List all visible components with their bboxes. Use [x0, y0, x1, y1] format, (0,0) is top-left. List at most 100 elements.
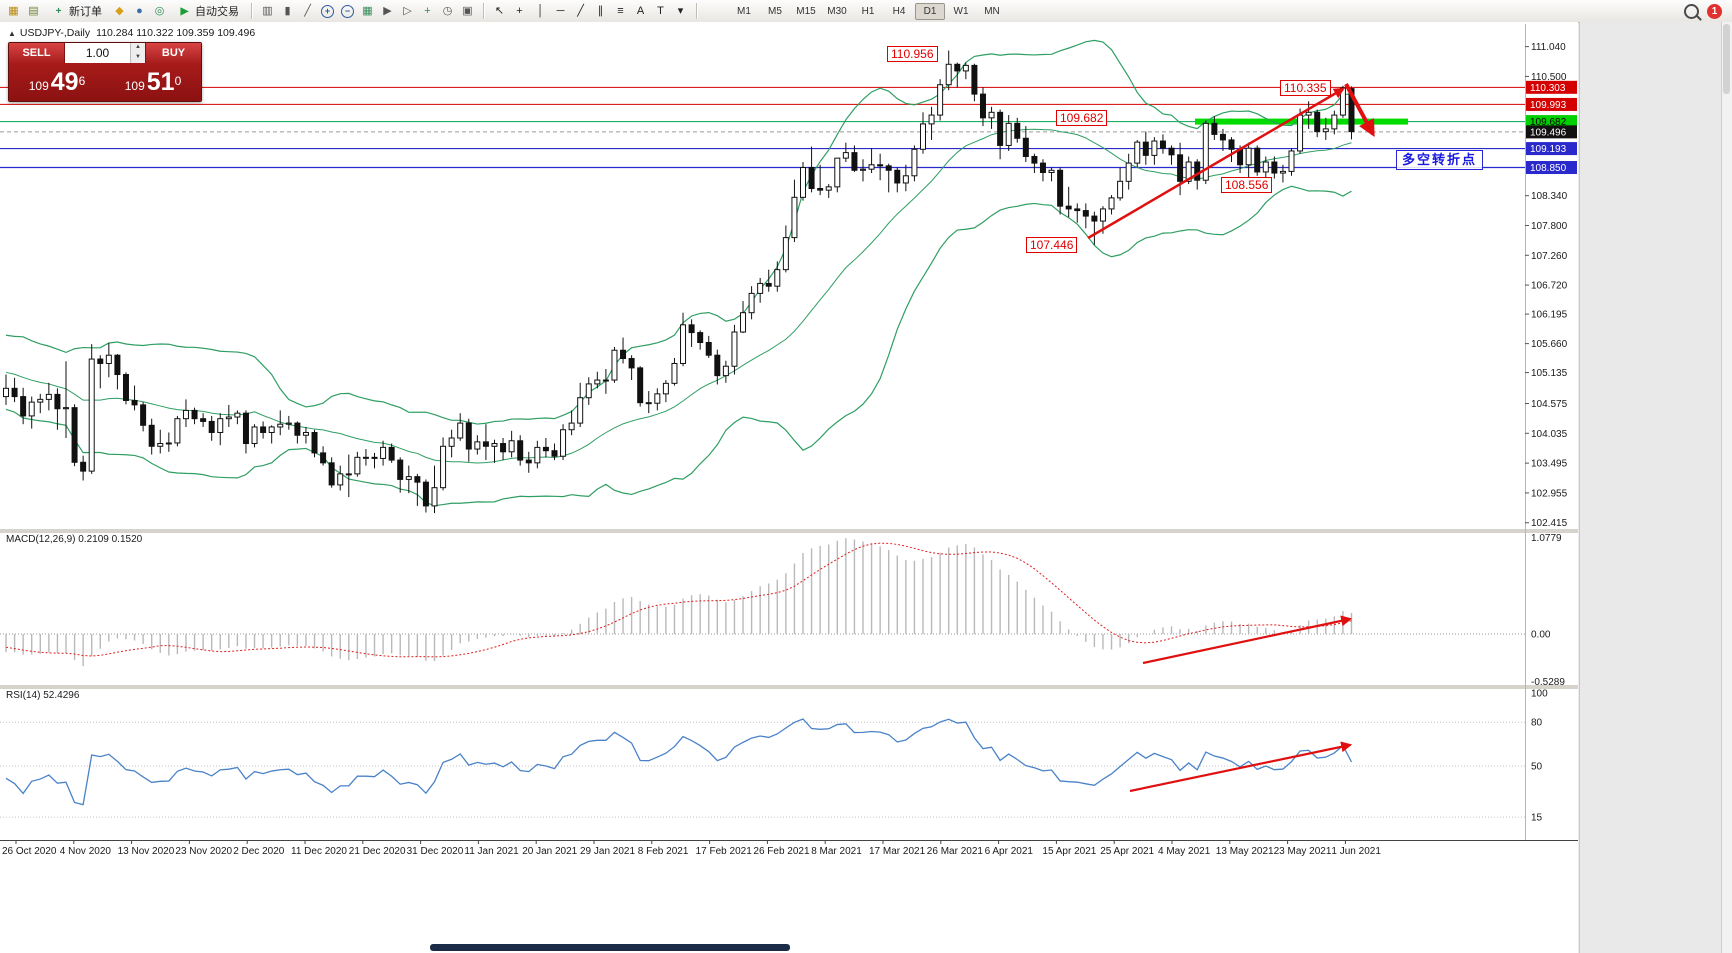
svg-text:110.500: 110.500: [1531, 72, 1567, 83]
svg-text:104.035: 104.035: [1531, 429, 1568, 440]
label-icon[interactable]: T: [657, 4, 664, 17]
svg-text:107.800: 107.800: [1531, 221, 1568, 232]
timeframe-h1[interactable]: H1: [861, 5, 875, 17]
toolbar-group-chart: ▥ ▮ ╱ + − ▦ ▶ ▷ + ◷ ▣: [258, 2, 477, 21]
svg-text:109.682: 109.682: [1530, 117, 1567, 128]
timeframe-toolbar: M1 M5 M15 M30 H1 H4 D1 W1 MN: [729, 2, 1007, 20]
trendline-icon[interactable]: ╱: [577, 4, 584, 17]
timeframe-mn[interactable]: MN: [984, 5, 1000, 17]
timeframe-m30[interactable]: M30: [827, 5, 847, 17]
timeframe-w1[interactable]: W1: [953, 5, 969, 17]
crosshair-icon[interactable]: +: [516, 4, 523, 17]
tile-windows-icon[interactable]: ▦: [362, 4, 373, 17]
price-annotation-label[interactable]: 108.556: [1221, 177, 1273, 193]
svg-text:15 Apr 2021: 15 Apr 2021: [1042, 846, 1096, 857]
buy-button[interactable]: BUY: [146, 43, 201, 63]
expert-advisors-icon[interactable]: ◆: [115, 4, 124, 17]
periods-icon[interactable]: ◷: [442, 4, 453, 17]
buy-price[interactable]: 109 51 0: [105, 63, 201, 101]
price-annotation-label[interactable]: 109.682: [1056, 110, 1108, 126]
buy-price-prefix: 109: [124, 79, 145, 93]
templates-icon[interactable]: ▣: [462, 4, 473, 17]
refresh-icon[interactable]: ◎: [154, 4, 165, 17]
svg-text:102.415: 102.415: [1531, 518, 1568, 529]
new-order-icon: +: [55, 5, 62, 17]
sell-price[interactable]: 109 49 6: [9, 63, 105, 101]
sell-button[interactable]: SELL: [9, 43, 64, 63]
timeframe-m1[interactable]: M1: [737, 5, 751, 17]
chart-canvas[interactable]: 111.040 110.500 108.340 107.800 107.260 106.7…: [0, 22, 1578, 953]
channel-icon[interactable]: ∥: [597, 4, 604, 17]
toolbar-group-file: ▦ ▤: [4, 2, 43, 21]
notification-badge[interactable]: 1: [1707, 3, 1722, 19]
sell-price-pip: 6: [78, 74, 86, 88]
svg-text:29 Jan 2021: 29 Jan 2021: [580, 846, 635, 857]
zoom-in-icon[interactable]: +: [321, 4, 334, 18]
chart-area[interactable]: 111.040 110.500 108.340 107.800 107.260 106.7…: [0, 22, 1578, 953]
line-chart-icon[interactable]: ╱: [304, 4, 311, 17]
indicators-icon[interactable]: +: [424, 4, 431, 17]
market-icon[interactable]: ●: [136, 4, 143, 17]
trend-arrow[interactable]: [1087, 87, 1345, 240]
zoom-out-icon[interactable]: −: [341, 4, 354, 18]
bar-chart-icon[interactable]: ▥: [262, 4, 273, 17]
trend-arrow[interactable]: [1142, 615, 1353, 665]
svg-text:108.340: 108.340: [1531, 191, 1568, 202]
chart-collapse-icon[interactable]: ▲: [8, 29, 16, 38]
candlestick-chart-icon[interactable]: ▮: [284, 4, 291, 17]
svg-text:21 Dec 2020: 21 Dec 2020: [349, 846, 406, 857]
auto-trading-button[interactable]: ▶ 自动交易: [171, 2, 245, 21]
volume-value[interactable]: 1.00: [85, 46, 110, 60]
svg-text:106.720: 106.720: [1531, 281, 1568, 292]
svg-text:80: 80: [1531, 718, 1543, 729]
timeframe-m15[interactable]: M15: [796, 5, 816, 17]
volume-up-icon[interactable]: ▲: [131, 43, 145, 53]
vertical-scrollbar[interactable]: [1721, 22, 1732, 953]
svg-text:17 Feb 2021: 17 Feb 2021: [696, 846, 753, 857]
vertical-scrollbar-thumb[interactable]: [1723, 24, 1730, 94]
main-price-panel: [0, 39, 1525, 514]
trend-arrow[interactable]: [1129, 741, 1353, 793]
profiles-icon[interactable]: ▤: [28, 4, 39, 17]
svg-text:111.040: 111.040: [1531, 42, 1566, 53]
svg-text:103.495: 103.495: [1531, 459, 1568, 470]
chart-shift-icon[interactable]: ▷: [403, 4, 412, 17]
fibonacci-icon[interactable]: ≡: [617, 4, 624, 17]
ohlc-values: 110.284 110.322 109.359 109.496: [96, 27, 256, 39]
buy-price-pip: 0: [174, 74, 182, 88]
trend-arrow[interactable]: [1344, 83, 1375, 137]
timeframe-h4[interactable]: H4: [892, 5, 906, 17]
search-icon[interactable]: [1684, 3, 1699, 19]
toolbar-group-objects: │ ─ ╱ ∥ ≡ A T ▾: [531, 2, 690, 21]
volume-field[interactable]: 1.00 ▲ ▼: [64, 43, 146, 63]
svg-text:31 Dec 2020: 31 Dec 2020: [407, 846, 464, 857]
svg-text:107.260: 107.260: [1531, 251, 1568, 262]
svg-text:109.993: 109.993: [1530, 100, 1567, 111]
auto-scroll-icon[interactable]: ▶: [383, 4, 392, 17]
svg-text:25 Apr 2021: 25 Apr 2021: [1100, 846, 1154, 857]
toolbar-group-cursor: ↖ +: [490, 2, 529, 21]
cursor-icon[interactable]: ↖: [494, 4, 505, 17]
arrows-icon[interactable]: ▾: [677, 4, 684, 17]
timeframe-d1[interactable]: D1: [915, 2, 945, 20]
volume-stepper[interactable]: ▲ ▼: [130, 43, 145, 63]
volume-down-icon[interactable]: ▼: [131, 53, 145, 63]
svg-text:105.135: 105.135: [1531, 368, 1568, 379]
svg-text:17 Mar 2021: 17 Mar 2021: [869, 846, 926, 857]
text-icon[interactable]: A: [636, 4, 645, 17]
horizontal-scrollbar-thumb[interactable]: [430, 944, 790, 951]
timeframe-m5[interactable]: M5: [768, 5, 782, 17]
new-order-button[interactable]: + 新订单: [45, 2, 108, 21]
vertical-line-icon[interactable]: │: [537, 4, 544, 17]
price-annotation-label[interactable]: 107.446: [1026, 237, 1078, 253]
rsi-header: RSI(14) 52.4296: [6, 690, 80, 701]
price-annotation-label[interactable]: 110.956: [887, 46, 938, 62]
new-chart-icon[interactable]: ▦: [8, 4, 19, 17]
price-annotation-label[interactable]: 110.335: [1280, 80, 1331, 96]
annotation-note[interactable]: 多空转折点: [1396, 150, 1484, 170]
svg-text:23 May 2021: 23 May 2021: [1274, 846, 1332, 857]
svg-text:15: 15: [1531, 813, 1543, 824]
horizontal-line-icon[interactable]: ─: [556, 4, 565, 17]
toolbar-separator: [251, 3, 252, 19]
